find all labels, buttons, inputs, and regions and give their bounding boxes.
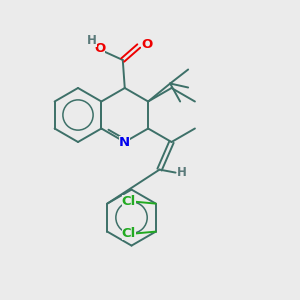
Text: N: N	[119, 136, 130, 148]
Text: Cl: Cl	[122, 227, 136, 240]
Text: O: O	[94, 41, 105, 55]
Text: Cl: Cl	[122, 195, 136, 208]
Text: H: H	[87, 34, 97, 46]
Text: H: H	[177, 166, 187, 179]
Text: O: O	[141, 38, 152, 52]
